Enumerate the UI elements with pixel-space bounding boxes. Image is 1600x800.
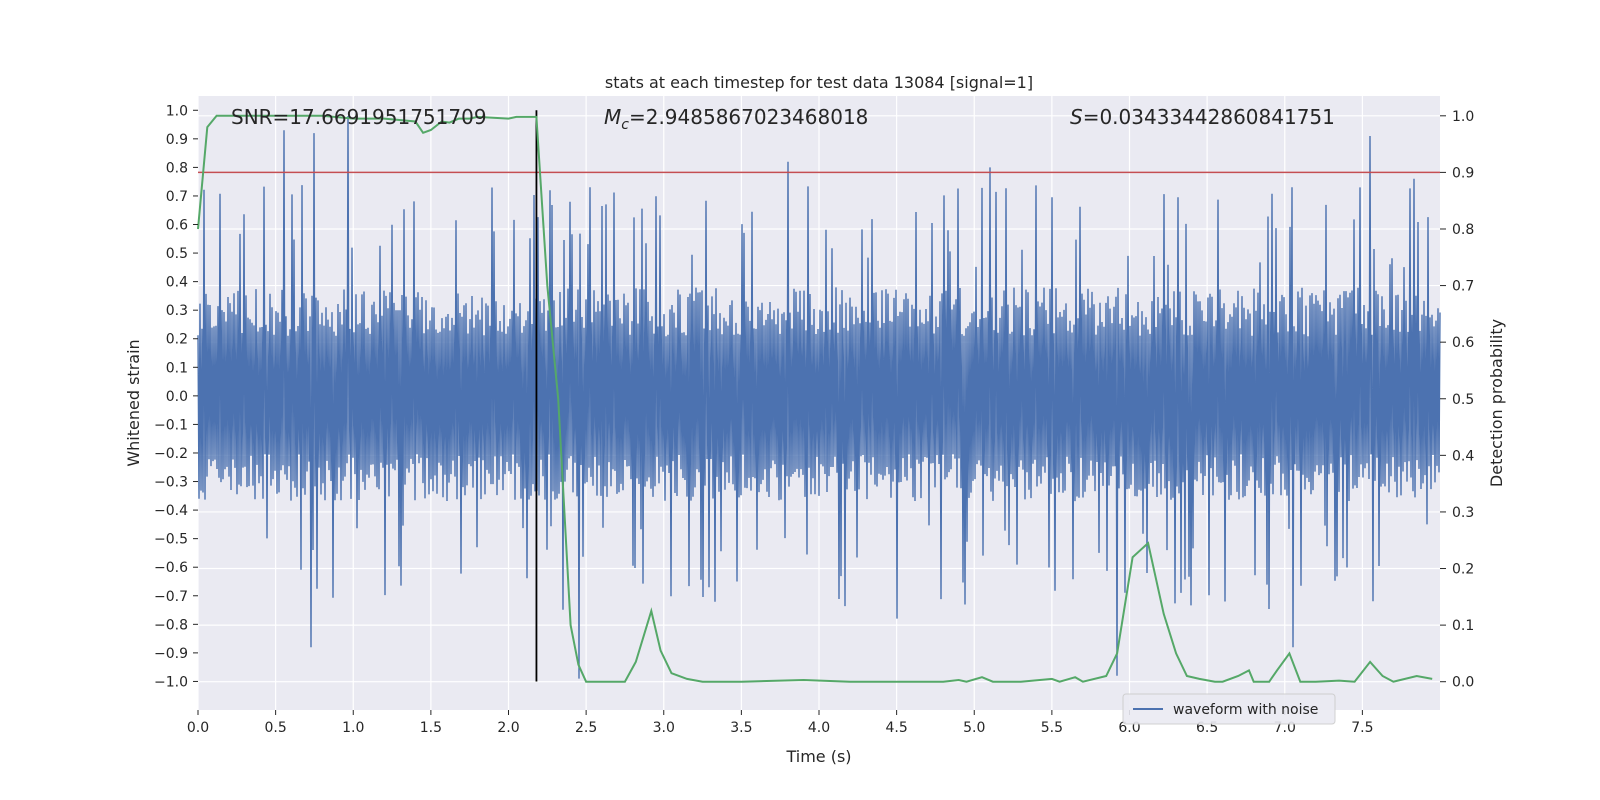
x-tick-label: 0.5 [264,720,286,736]
right-tick-label: 0.2 [1452,562,1474,578]
x-tick-label: 3.0 [653,720,675,736]
x-tick-label: 5.0 [963,720,985,736]
x-tick-label: 1.0 [342,720,364,736]
left-tick-label: −0.8 [154,617,188,633]
waveform-line [197,115,1441,679]
right-tick-label: 0.8 [1452,222,1474,238]
chirp-mass-subscript: c [621,117,629,133]
right-tick-label: 1.0 [1452,109,1474,125]
snr-annotation: SNR=17.6691951751709 [231,105,487,129]
left-tick-label: −0.7 [154,589,188,605]
legend-entry: waveform with noise [1173,702,1318,718]
waveform-series [197,115,1441,679]
right-tick-label: 0.7 [1452,279,1474,295]
x-tick-label: 2.0 [497,720,519,736]
s-symbol: S [1070,105,1083,129]
x-tick-label: 7.5 [1351,720,1373,736]
right-tick-label: 0.0 [1452,675,1474,691]
left-tick-label: 0.1 [166,360,188,376]
x-tick-label: 4.5 [885,720,907,736]
left-tick-label: −0.5 [154,532,188,548]
x-tick-label: 3.5 [730,720,752,736]
left-tick-label: 0.4 [166,275,188,291]
left-tick-label: −0.6 [154,560,188,576]
left-tick-label: 0.9 [166,132,188,148]
y-axis-label-right: Detection probability [1487,319,1506,487]
left-tick-label: 0.3 [166,303,188,319]
right-tick-label: 0.4 [1452,448,1474,464]
left-axis-ticks: 1.0 0.9 0.8 0.7 0.6 0.5 0.4 0.3 0.2 0.1 0.0 −0.1 −0.… [154,103,198,690]
s-annotation: S=0.03433442860841751 [1070,105,1335,129]
right-tick-label: 0.6 [1452,335,1474,351]
probability-series [197,114,1433,683]
left-tick-label: −0.9 [154,646,188,662]
right-tick-label: 0.5 [1452,392,1474,408]
left-tick-label: 0.7 [166,189,188,205]
right-tick-label: 0.3 [1452,505,1474,521]
x-tick-label: 4.0 [808,720,830,736]
left-tick-label: 0.6 [166,218,188,234]
legend: waveform with noise [1122,693,1336,725]
right-tick-label: 0.1 [1452,618,1474,634]
chirp-mass-annotation: Mc=2.9485867023468018 [604,105,868,133]
chirp-mass-value: =2.9485867023468018 [629,105,868,129]
y-axis-label-left: Whitened strain [124,339,143,466]
legend-box [1122,693,1336,725]
left-tick-label: 1.0 [166,103,188,119]
left-tick-label: −0.3 [154,475,188,491]
x-axis-label: Time (s) [785,747,851,766]
left-tick-label: 0.2 [166,332,188,348]
left-tick-label: 0.0 [166,389,188,405]
x-tick-label: 2.5 [575,720,597,736]
left-tick-label: −0.4 [154,503,188,519]
x-tick-label: 0.0 [187,720,209,736]
left-tick-label: −1.0 [154,674,188,690]
s-value: =0.03433442860841751 [1083,105,1335,129]
x-tick-label: 5.5 [1041,720,1063,736]
left-tick-label: 0.8 [166,160,188,176]
right-axis-ticks: 1.0 0.9 0.8 0.7 0.6 0.5 0.4 0.3 0.2 0.1 0.0 [1440,109,1474,691]
x-tick-label: 1.5 [420,720,442,736]
right-tick-label: 0.9 [1452,165,1474,181]
left-tick-label: −0.2 [154,446,188,462]
chirp-mass-symbol: M [604,105,621,129]
chart-title: stats at each timestep for test data 130… [605,73,1033,92]
probability-line [197,114,1433,683]
left-tick-label: 0.5 [166,246,188,262]
left-tick-label: −0.1 [154,417,188,433]
